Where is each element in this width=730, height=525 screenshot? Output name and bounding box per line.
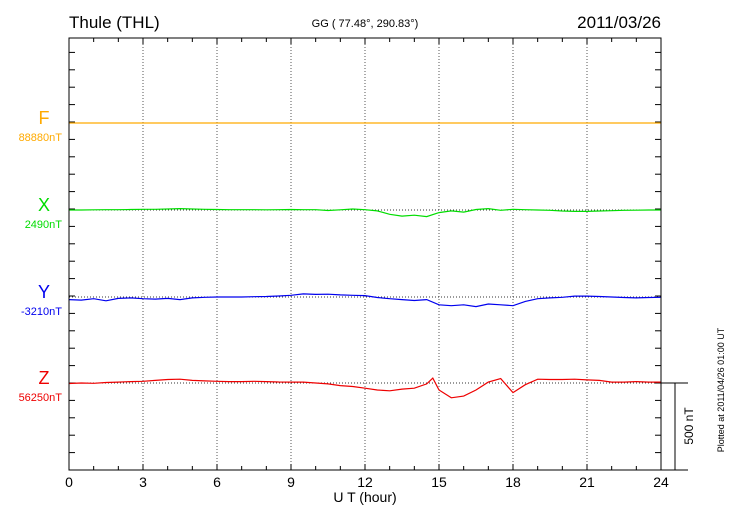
series-lines [68, 122, 662, 399]
series-name-x: X [38, 195, 50, 215]
x-tick-label: 18 [505, 474, 521, 490]
series-name-f: F [39, 108, 50, 128]
x-tick-labels: 0 3 6 9 12 15 18 21 24 [65, 474, 669, 490]
series-baseline-value-x: 2490nT [25, 219, 63, 231]
series-line-y [68, 293, 662, 308]
series-name-z: Z [39, 368, 50, 388]
chart-date: 2011/03/26 [577, 13, 661, 32]
series-name-y: Y [38, 282, 50, 302]
plot-frame [68, 37, 662, 471]
chart-title: Thule (THL) [69, 13, 160, 32]
x-tick-label: 0 [65, 474, 73, 490]
scale-bar-label: 500 nT [682, 407, 696, 445]
x-tick-label: 6 [213, 474, 221, 490]
series-line-x [69, 207, 661, 218]
x-tick-label: 21 [579, 474, 595, 490]
x-tick-label: 9 [287, 474, 295, 490]
axis-ticks [69, 38, 661, 471]
series-labels: F 88880nT X 2490nT Y -3210nT Z 56250nT [19, 108, 63, 404]
x-tick-label: 3 [139, 474, 147, 490]
series-line-z [68, 377, 661, 399]
plotted-at-note: Plotted at 2011/04/26 01:00 UT [716, 327, 726, 452]
x-tick-label: 15 [431, 474, 447, 490]
x-axis-label: U T (hour) [333, 489, 396, 505]
grid-lines [142, 38, 588, 470]
x-tick-label: 24 [653, 474, 669, 490]
scale-bar: 500 nT [661, 382, 696, 471]
series-baseline-value-f: 88880nT [19, 132, 63, 144]
x-tick-label: 12 [357, 474, 373, 490]
series-baseline-value-z: 56250nT [19, 392, 63, 404]
series-baseline-value-y: -3210nT [21, 306, 62, 318]
chart-subtitle: GG ( 77.48°, 290.83°) [312, 18, 419, 30]
